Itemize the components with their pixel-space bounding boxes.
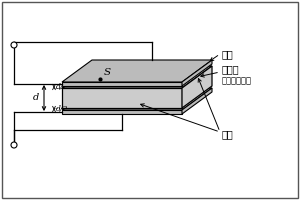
Polygon shape <box>62 82 182 86</box>
Polygon shape <box>182 60 212 86</box>
Polygon shape <box>62 60 212 82</box>
Polygon shape <box>62 88 212 110</box>
Polygon shape <box>182 66 212 108</box>
Circle shape <box>11 42 17 48</box>
Text: 誤電体: 誤電体 <box>222 64 240 74</box>
Text: d: d <box>33 94 39 102</box>
Text: S: S <box>104 68 111 77</box>
Circle shape <box>11 142 17 148</box>
Polygon shape <box>62 66 212 88</box>
Text: d/2: d/2 <box>56 105 68 113</box>
Polygon shape <box>62 110 182 114</box>
Text: （ガラス板）: （ガラス板） <box>222 76 252 86</box>
Polygon shape <box>182 88 212 114</box>
Text: 真空: 真空 <box>222 49 234 59</box>
Text: d/2: d/2 <box>56 83 68 91</box>
Text: 電極: 電極 <box>222 129 234 139</box>
Polygon shape <box>62 88 182 108</box>
